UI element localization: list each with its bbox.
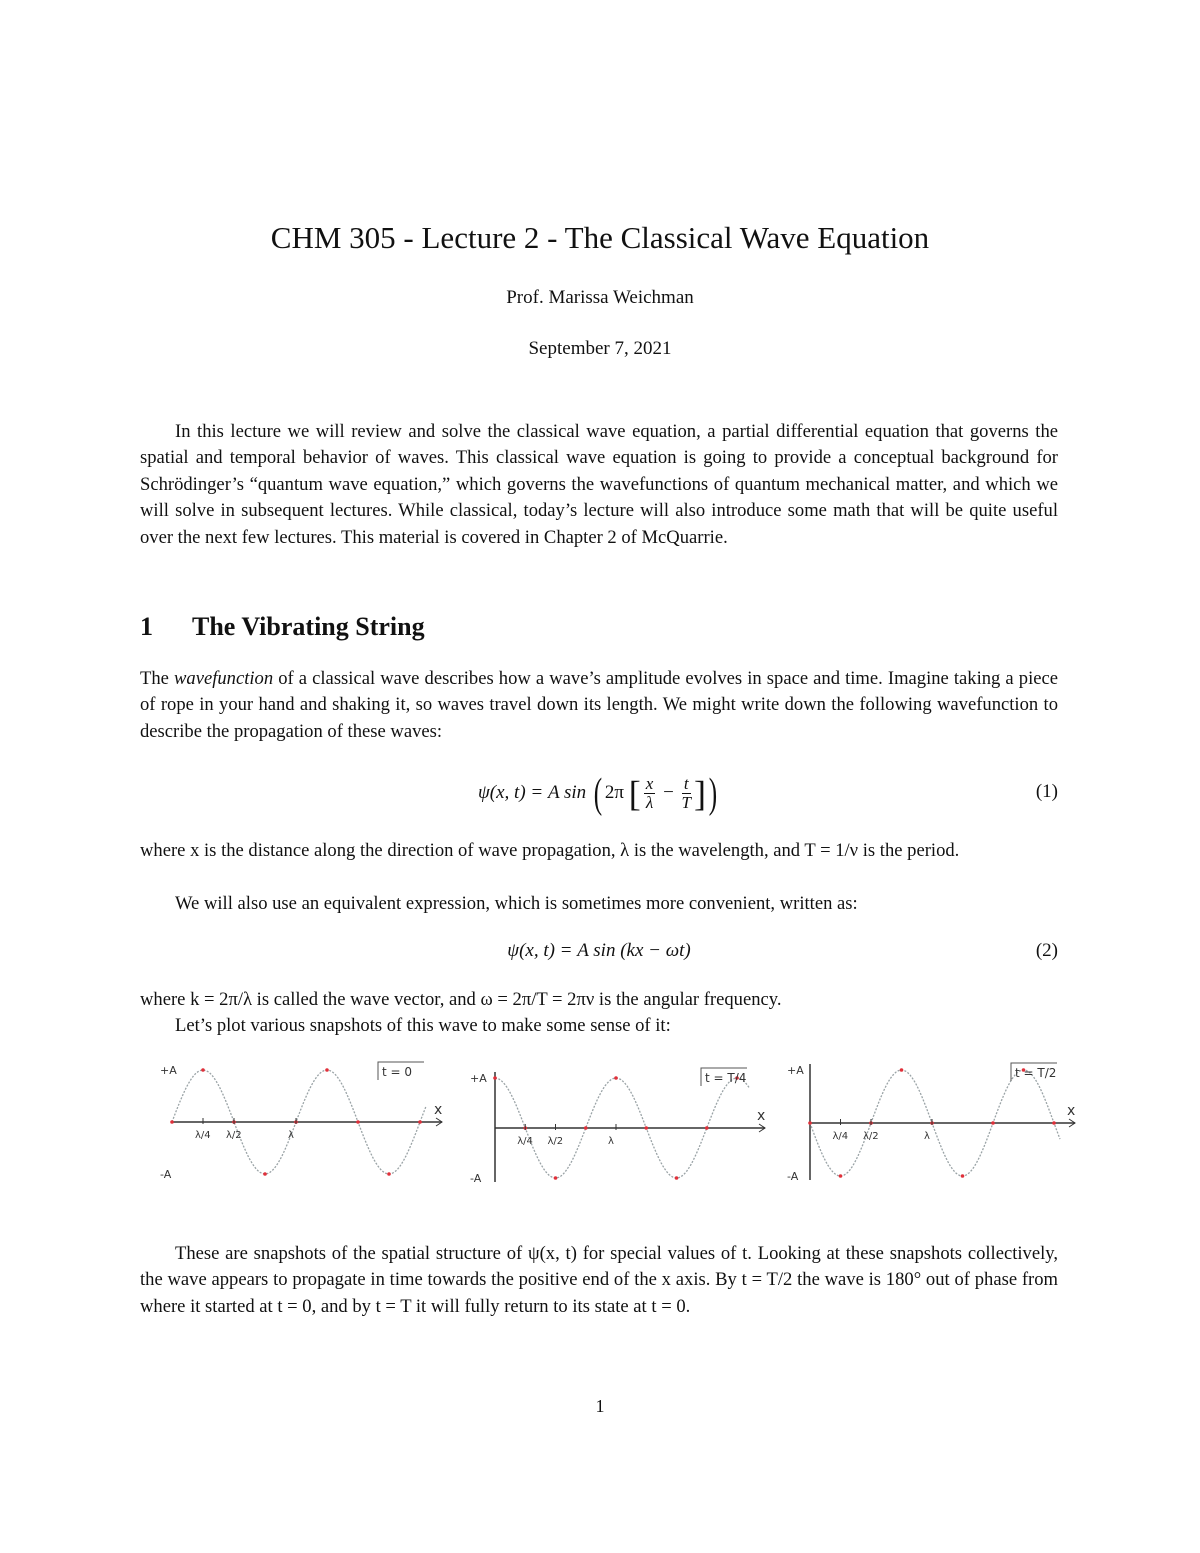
tick-label: λ/2 [226, 1130, 242, 1141]
x-axis-label: x [1067, 1103, 1075, 1119]
wave-plots-svg: +A -A x t = 0 λ/4 λ/2 λ +A -A x t = T/4 λ/4 λ/2 λ +A -A… [160, 1061, 1076, 1185]
key-point [583, 1126, 588, 1130]
key-point [644, 1126, 649, 1130]
key-point [170, 1120, 174, 1124]
paragraph-definitions: where x is the distance along the direct… [140, 840, 960, 861]
text: of a classical wave describes how a wave… [140, 668, 1058, 742]
equation-1: ψ(x, t) = A sin (2π [x λ − t T]) (1) [140, 765, 1058, 825]
tick-label: λ/4 [833, 1131, 849, 1142]
tick-label: λ/2 [548, 1136, 564, 1147]
eq1-2pi: 2π [604, 782, 625, 803]
tick-label: λ [288, 1130, 294, 1141]
x-axis-label: x [434, 1102, 442, 1118]
key-point [674, 1176, 679, 1180]
paren-close: ) [708, 770, 718, 817]
time-label: t = 0 [382, 1065, 412, 1079]
paren-open: ( [593, 770, 603, 817]
key-point [808, 1121, 812, 1125]
key-point [325, 1068, 329, 1072]
key-point [201, 1068, 205, 1072]
paragraph-wavefunction: The wavefunction of a classical wave des… [140, 666, 1058, 745]
section-number: 1 [140, 612, 153, 641]
tick-label: λ/4 [517, 1136, 533, 1147]
minus-a-label: -A [160, 1168, 172, 1181]
key-point [704, 1126, 709, 1130]
key-point [960, 1174, 965, 1178]
author: Prof. Marissa Weichman [506, 287, 694, 308]
tick-label: λ [924, 1131, 930, 1142]
emphasis: wavefunction [174, 668, 274, 689]
equation-2: ψ(x, t) = A sin (kx − ωt) (2) [140, 940, 1058, 970]
wave-curve [494, 1077, 750, 1179]
wave-curve [809, 1069, 1061, 1177]
x-axis-label: x [757, 1108, 765, 1124]
wave-snapshot-1: +A -A x t = 0 λ/4 λ/2 λ [160, 1061, 443, 1181]
tick-label: λ/4 [195, 1130, 211, 1141]
wave-snapshot-3: +A -A x t = T/2 λ/4 λ/2 λ [787, 1062, 1076, 1183]
num: t [681, 775, 691, 795]
den: λ [645, 793, 654, 813]
bracket-open: [ [628, 773, 641, 814]
key-point [838, 1174, 843, 1178]
time-label: t = T/2 [1015, 1066, 1056, 1080]
key-point [553, 1176, 558, 1180]
key-point [1021, 1068, 1026, 1072]
plus-a-label: +A [470, 1072, 487, 1085]
paragraph-wave-vector: where k = 2π/λ is called the wave vector… [140, 989, 782, 1010]
eq2-text: ψ(x, t) = A sin (kx − ωt) [507, 940, 691, 961]
num: x [643, 774, 656, 795]
den: T [681, 793, 691, 813]
equation-number: (2) [1035, 940, 1058, 961]
document-title: CHM 305 - Lecture 2 - The Classical Wave… [270, 220, 930, 255]
page-number: 1 [595, 1396, 605, 1416]
x-axis-arrow-icon [758, 1123, 766, 1133]
x-axis-arrow-icon [435, 1117, 443, 1127]
minus-a-label: -A [470, 1172, 482, 1185]
plus-a-label: +A [787, 1064, 804, 1077]
wave-curve [171, 1069, 427, 1175]
intro-paragraph: In this lecture we will review and solve… [140, 421, 1058, 548]
key-point [356, 1120, 360, 1124]
section-title: The Vibrating String [192, 612, 425, 641]
key-point [263, 1172, 267, 1176]
time-label-box [700, 1067, 747, 1086]
minus: − [663, 782, 674, 803]
key-point [1052, 1121, 1056, 1125]
section-heading: 1 The Vibrating String [140, 612, 425, 642]
date: September 7, 2021 [528, 338, 672, 359]
time-label-box [1010, 1062, 1057, 1081]
paragraph-snapshots: These are snapshots of the spatial struc… [140, 1243, 1058, 1317]
key-point [735, 1076, 739, 1080]
wave-snapshot-2: +A -A x t = T/4 λ/4 λ/2 λ [470, 1067, 766, 1185]
text: The [140, 668, 174, 689]
minus-a-label: -A [787, 1170, 799, 1183]
bracket-close: ] [694, 773, 706, 814]
time-label: t = T/4 [705, 1071, 746, 1085]
equation-number: (1) [1035, 781, 1058, 802]
key-point [418, 1120, 422, 1124]
time-label-box [377, 1061, 424, 1080]
x-axis-arrow-icon [1068, 1118, 1076, 1128]
key-point [614, 1076, 618, 1080]
key-point [387, 1172, 391, 1176]
paragraph-plot-intro: Let’s plot various snapshots of this wav… [175, 1015, 671, 1036]
key-point [493, 1076, 497, 1080]
key-point [991, 1121, 995, 1125]
key-point [899, 1068, 904, 1072]
tick-label: λ/2 [863, 1131, 879, 1142]
plus-a-label: +A [160, 1064, 177, 1077]
eq1-lhs: ψ(x, t) = A sin [477, 782, 587, 803]
tick-label: λ [608, 1136, 614, 1147]
paragraph-equivalent: We will also use an equivalent expressio… [175, 893, 858, 914]
